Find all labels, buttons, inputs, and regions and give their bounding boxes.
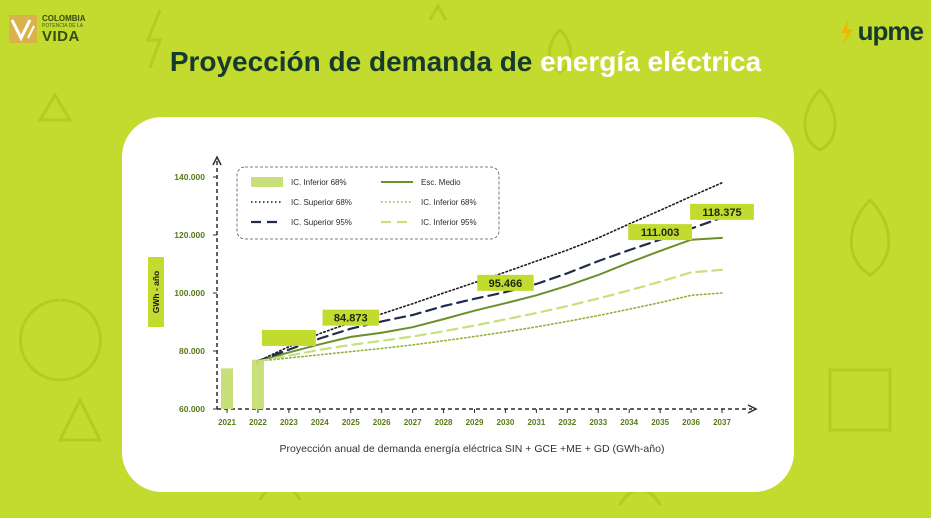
series-line-dotted-green bbox=[257, 292, 723, 362]
historical-bar bbox=[251, 359, 264, 409]
legend-label: Esc. Medio bbox=[421, 178, 461, 187]
title-part1: Proyección de demanda de bbox=[169, 46, 541, 77]
series-line-dashed-green bbox=[256, 268, 724, 363]
logo-left-line2: POTENCIA DE LA bbox=[42, 22, 84, 29]
x-tick-label: 2029 bbox=[466, 418, 484, 427]
y-tick-label: 120.000 bbox=[174, 230, 205, 240]
x-tick-label: 2036 bbox=[682, 418, 700, 427]
y-axis-label: GWh - año bbox=[151, 271, 161, 314]
demand-chart: 60.000 80.000 100.000 120.000 140.000 GWh - a… bbox=[148, 155, 758, 455]
y-tick-label: 140.000 bbox=[174, 172, 205, 182]
y-tick-label: 80.000 bbox=[179, 346, 205, 356]
x-tick-label: 2033 bbox=[589, 418, 607, 427]
lightning-icon bbox=[145, 9, 163, 69]
legend-label: IC. Inferior 68% bbox=[421, 198, 477, 207]
data-label: 111.003 bbox=[641, 227, 680, 239]
page-title: Proyección de demanda de energía eléctri… bbox=[0, 46, 931, 78]
y-axis-arrow bbox=[212, 155, 222, 166]
series-line-dashed-navy bbox=[256, 216, 724, 363]
drop-icon bbox=[548, 27, 572, 74]
tower-icon bbox=[37, 92, 73, 122]
data-label: 118.375 bbox=[702, 207, 741, 219]
series-line-solid bbox=[256, 236, 723, 363]
x-tick-label: 2031 bbox=[527, 418, 545, 427]
y-axis-label-box bbox=[148, 257, 164, 327]
upme-logo-text: upme bbox=[857, 16, 924, 46]
colombia-logo-mark-icon bbox=[9, 15, 37, 43]
title-part2: energía eléctrica bbox=[540, 46, 762, 77]
data-label-box bbox=[477, 274, 534, 291]
y-tick-label: 100.000 bbox=[174, 288, 205, 298]
data-label-box bbox=[322, 309, 379, 326]
x-tick-label: 2027 bbox=[404, 418, 422, 427]
legend-label: IC. Superior 68% bbox=[291, 198, 352, 207]
series-line-dotted-dark bbox=[257, 182, 723, 362]
x-tick-label: 2032 bbox=[558, 418, 576, 427]
x-tick-label: 2023 bbox=[280, 418, 298, 427]
legend-box bbox=[236, 166, 500, 240]
data-label-box bbox=[690, 203, 754, 220]
legend-label: IC. Superior 95% bbox=[291, 218, 352, 227]
drop-icon bbox=[849, 197, 891, 277]
historical-bar bbox=[221, 368, 233, 409]
x-axis-caption: Proyección anual de demanda energía eléc… bbox=[280, 443, 665, 455]
factory-icon bbox=[828, 368, 892, 432]
colombia-logo: COLOMBIA POTENCIA DE LA VIDA bbox=[8, 14, 86, 44]
x-tick-label: 2021 bbox=[218, 418, 236, 427]
tower-icon bbox=[57, 396, 103, 442]
x-tick-label: 2028 bbox=[435, 418, 453, 427]
x-tick-label: 2024 bbox=[311, 418, 329, 427]
logo-left-line1: COLOMBIA bbox=[42, 13, 86, 23]
x-tick-label: 2026 bbox=[373, 418, 391, 427]
upme-lightning-icon bbox=[840, 18, 853, 45]
chart-card: 60.000 80.000 100.000 120.000 140.000 GWh - a… bbox=[122, 117, 794, 492]
data-label: 95.466 bbox=[489, 278, 523, 290]
data-label: 84.873 bbox=[334, 313, 368, 325]
gear-icon bbox=[19, 298, 102, 382]
upme-logo: upme bbox=[838, 16, 924, 47]
wave-icon bbox=[618, 488, 662, 506]
x-tick-label: 2034 bbox=[620, 418, 638, 427]
y-tick-label: 60.000 bbox=[179, 404, 205, 414]
tower-icon bbox=[428, 2, 448, 21]
legend-label: IC. Inferior 68% bbox=[291, 178, 347, 187]
x-tick-label: 2030 bbox=[497, 418, 515, 427]
data-label-box bbox=[261, 329, 316, 346]
drop-icon bbox=[803, 87, 837, 152]
x-axis-arrow bbox=[747, 404, 758, 414]
logo-left-line3: VIDA bbox=[42, 27, 80, 45]
data-label-box bbox=[628, 224, 693, 241]
x-tick-label: 2037 bbox=[713, 418, 731, 427]
x-tick-label: 2035 bbox=[651, 418, 669, 427]
legend-label: IC. Inferior 95% bbox=[421, 218, 477, 227]
x-tick-label: 2025 bbox=[342, 418, 360, 427]
x-tick-label: 2022 bbox=[249, 418, 267, 427]
legend-swatch-bar bbox=[251, 177, 283, 187]
